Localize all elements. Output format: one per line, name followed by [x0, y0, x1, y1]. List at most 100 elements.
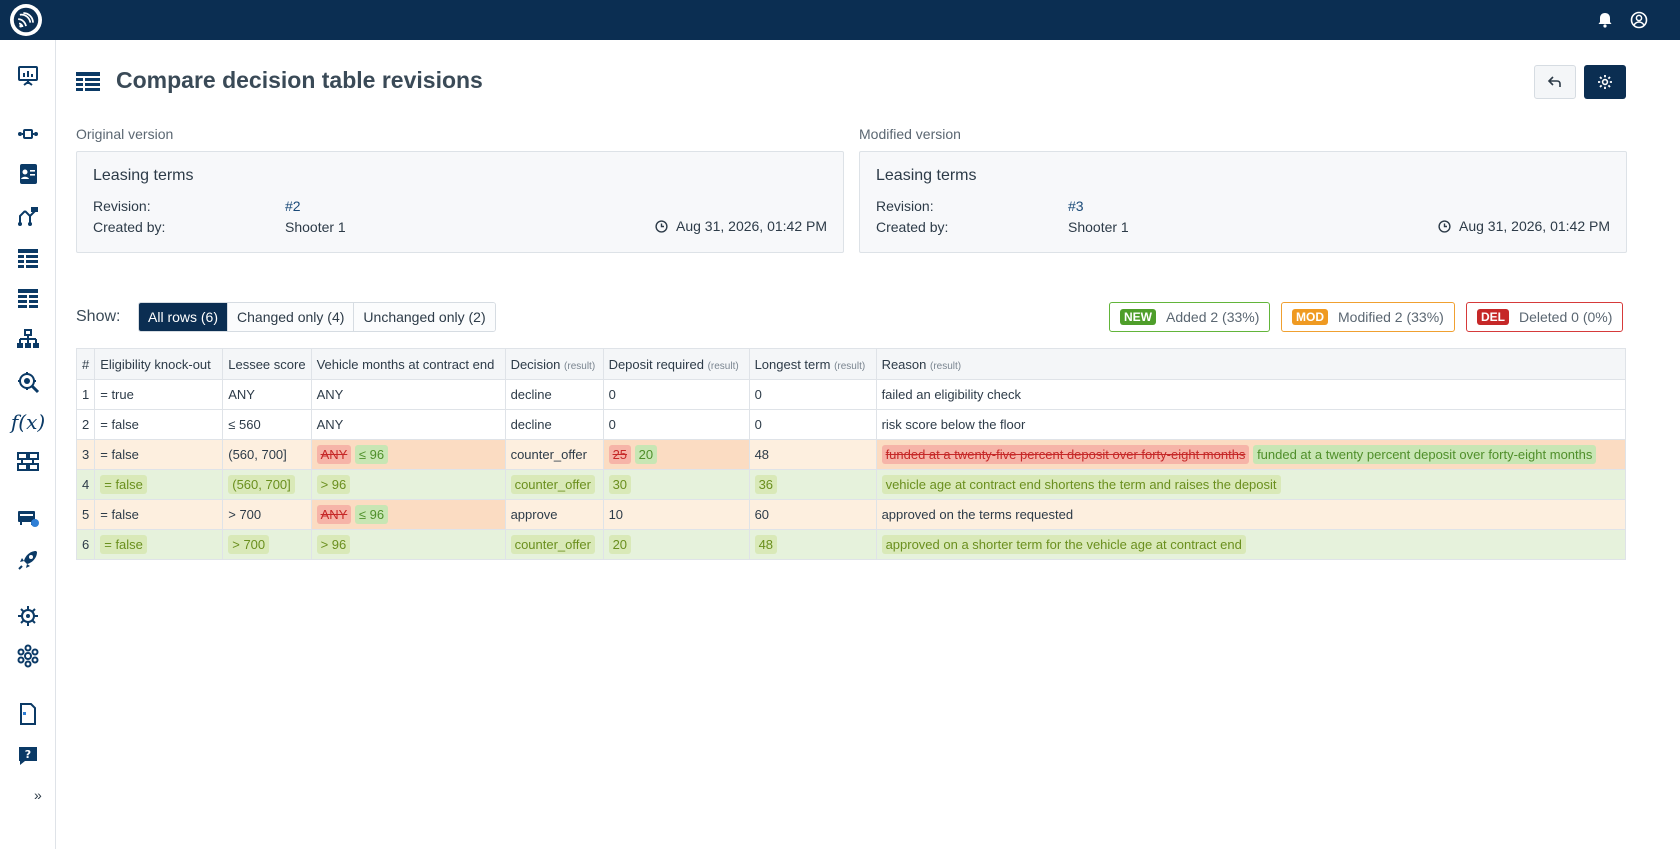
presentation-icon[interactable]: [16, 64, 40, 88]
added-value: ≤ 96: [354, 445, 389, 464]
table-cell: 36: [748, 469, 877, 500]
result-suffix: (result): [564, 360, 596, 372]
table-row[interactable]: 4 = false (560, 700] > 96 counter_offer 30 36 v…: [75, 469, 1627, 500]
modified-version-card: Leasing terms Revision: #3 Created by: S…: [859, 151, 1627, 253]
modified-revision-link[interactable]: #3: [1068, 198, 1084, 214]
column-header[interactable]: Reason (result): [875, 348, 1627, 380]
cell-value: approved on the terms requested: [881, 507, 1074, 522]
virus-icon[interactable]: [16, 604, 40, 628]
modified-created-by: Shooter 1: [1068, 219, 1129, 235]
cell-value: failed an eligibility check: [881, 387, 1022, 402]
table-cell: funded at a twenty-five percent deposit …: [875, 439, 1627, 470]
table-cell: approve: [504, 499, 604, 530]
cell-value: 4: [82, 477, 90, 492]
filter-changed-only[interactable]: Changed only (4): [228, 303, 355, 331]
rocket-icon[interactable]: [16, 548, 40, 572]
table-row[interactable]: 2 = false ≤ 560 ANY decline 0 0 risk score belo…: [75, 409, 1627, 440]
column-header[interactable]: Vehicle months at contract end: [310, 348, 506, 380]
added-value: = false: [100, 475, 147, 494]
mod-badge: MOD: [1292, 309, 1328, 325]
column-header[interactable]: Lessee score: [222, 348, 312, 380]
column-header[interactable]: Longest term (result): [748, 348, 877, 380]
original-version-label: Original version: [76, 126, 174, 142]
original-revision-link[interactable]: #2: [285, 198, 301, 214]
table-cell: 60: [748, 499, 877, 530]
table-row[interactable]: 1 = true ANY ANY decline 0 0 failed an eligibil…: [75, 379, 1627, 410]
cell-value: counter_offer: [510, 447, 587, 462]
table-cell: vehicle age at contract end shortens the…: [875, 469, 1627, 500]
svg-text:?: ?: [25, 748, 31, 761]
search-cog-icon[interactable]: [16, 370, 40, 394]
table-cell: = true: [94, 379, 224, 410]
cell-value: = false: [100, 417, 139, 432]
original-date: Aug 31, 2026, 01:42 PM: [655, 218, 827, 234]
table-row[interactable]: 3 = false (560, 700] ANY ≤ 96 counter_offer 2…: [75, 439, 1627, 470]
table-cell: ANY ≤ 96: [310, 499, 506, 530]
table-row[interactable]: 5 = false > 700 ANY ≤ 96 approve 10 60 approved…: [75, 499, 1627, 530]
table-cell: counter_offer: [504, 469, 604, 500]
column-header[interactable]: Decision (result): [504, 348, 604, 380]
cell-value: > 700: [228, 507, 262, 522]
cell-value: ANY: [228, 387, 255, 402]
user-icon[interactable]: [1630, 11, 1648, 29]
original-version-card: Leasing terms Revision: #2 Created by: S…: [76, 151, 844, 253]
table-row[interactable]: 6 = false > 700 > 96 counter_offer 20 48 approv…: [75, 529, 1627, 560]
show-label: Show:: [76, 308, 121, 325]
cell-value: ANY: [316, 387, 344, 402]
column-header[interactable]: #: [75, 348, 96, 380]
back-button[interactable]: [1534, 65, 1576, 99]
table-cell: 25 20: [602, 439, 750, 470]
added-value: counter_offer: [510, 535, 595, 554]
diff-table: # Eligibility knock-out Lessee score Veh…: [75, 348, 1627, 560]
sidebar-expand-button[interactable]: »: [34, 787, 42, 803]
result-suffix: (result): [707, 360, 739, 372]
cell-value: 0: [608, 387, 616, 402]
table-cell: 1: [75, 379, 96, 410]
result-suffix: (result): [930, 360, 962, 372]
decision-tree-icon[interactable]: [16, 204, 40, 228]
column-header[interactable]: Eligibility knock-out: [94, 348, 224, 380]
cell-value: = true: [100, 387, 134, 402]
added-value: = false: [100, 535, 147, 554]
original-created-by: Shooter 1: [285, 219, 346, 235]
hierarchy-icon[interactable]: [16, 328, 40, 352]
cell-value: 60: [754, 507, 770, 522]
settings-button[interactable]: [1584, 65, 1626, 99]
filter-all-rows[interactable]: All rows (6): [139, 303, 229, 331]
modified-stat[interactable]: MOD Modified 2 (33%): [1281, 302, 1455, 332]
document-icon[interactable]: [16, 702, 40, 726]
cell-value: risk score below the floor: [881, 417, 1026, 432]
column-header[interactable]: Deposit required (result): [602, 348, 750, 380]
table-cell: ANY ≤ 96: [310, 439, 506, 470]
logo-icon[interactable]: [10, 4, 42, 36]
decision-table-icon[interactable]: [16, 246, 40, 270]
bell-icon[interactable]: [1596, 11, 1614, 29]
filter-unchanged-only[interactable]: Unchanged only (2): [354, 303, 495, 331]
table-cell: 0: [602, 409, 750, 440]
added-value: approved on a shorter term for the vehic…: [881, 535, 1246, 554]
added-value: > 700: [228, 535, 270, 554]
table-cell: (560, 700]: [222, 469, 312, 500]
table-cell: 48: [748, 439, 877, 470]
flow-icon[interactable]: [16, 122, 40, 146]
server-icon[interactable]: [16, 450, 40, 474]
decision-table-2-icon[interactable]: [16, 286, 40, 310]
deleted-stat[interactable]: DEL Deleted 0 (0%): [1466, 302, 1624, 332]
cell-value: = false: [100, 507, 139, 522]
deploy-icon[interactable]: [16, 506, 40, 530]
function-icon[interactable]: f(x): [10, 410, 46, 434]
table-cell: 2: [75, 409, 96, 440]
help-icon[interactable]: ?: [16, 744, 40, 768]
modified-table-name: Leasing terms: [876, 167, 977, 184]
clock-icon: [655, 219, 668, 233]
cell-value: 1: [82, 387, 90, 402]
table-cell: 0: [748, 409, 877, 440]
added-stat[interactable]: NEW Added 2 (33%): [1109, 302, 1271, 332]
table-cell: counter_offer: [504, 529, 604, 560]
id-card-icon[interactable]: [16, 162, 40, 186]
network-icon[interactable]: [16, 644, 40, 668]
row-filter: All rows (6) Changed only (4) Unchanged …: [138, 302, 496, 332]
created-by-label: Created by:: [876, 219, 949, 235]
table-cell: ANY: [310, 379, 506, 410]
result-suffix: (result): [834, 360, 866, 372]
